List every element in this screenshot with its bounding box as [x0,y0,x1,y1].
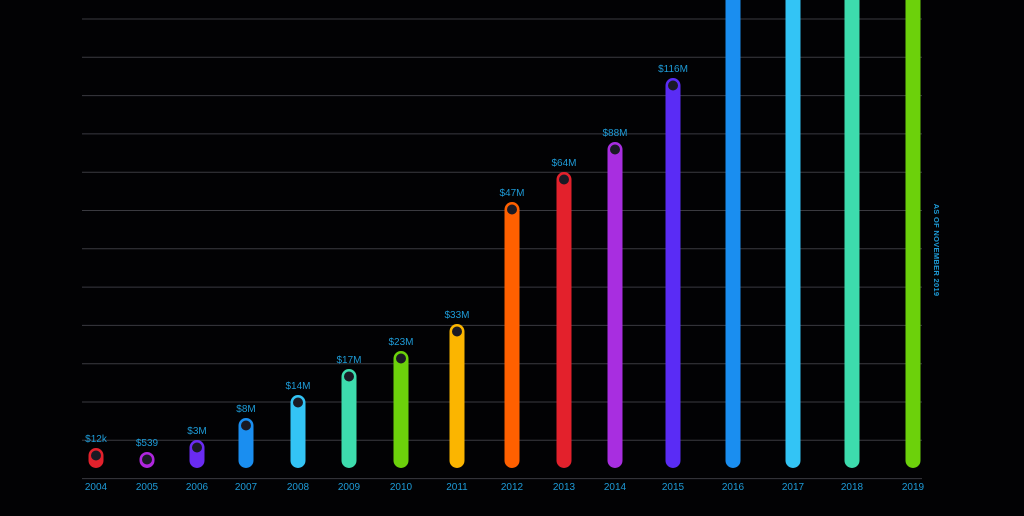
value-label-2009: $17M [336,355,361,366]
x-tick-2006: 2006 [186,482,209,493]
value-label-2008: $14M [285,381,310,392]
x-tick-2010: 2010 [390,482,413,493]
bars [88,0,921,468]
x-tick-2015: 2015 [662,482,685,493]
bar-2007 [238,418,254,468]
value-label-2010: $23M [388,337,413,348]
bar-2013 [556,172,572,468]
bar-marker-2005 [142,454,152,465]
bar-2008 [290,395,306,468]
value-label-2006: $3M [187,426,206,437]
bar-marker-2011 [452,326,462,337]
x-tick-2011: 2011 [446,482,468,493]
bar-2019 [905,0,921,468]
x-tick-2017: 2017 [782,482,805,493]
x-tick-2019: 2019 [902,482,925,493]
x-tick-2014: 2014 [604,482,627,493]
bar-marker-2010 [396,353,406,364]
value-label-2007: $8M [236,404,255,415]
bar-marker-2015 [668,80,678,91]
value-label-2012: $47M [499,188,524,199]
bar-2017 [785,0,801,468]
x-tick-2016: 2016 [722,482,745,493]
bar-2015 [665,78,681,468]
gridlines [82,18,922,480]
bar-2018 [844,0,860,468]
bar-2012 [504,202,520,468]
x-tick-2018: 2018 [841,482,864,493]
x-tick-2007: 2007 [235,482,258,493]
bar-2009 [341,369,357,468]
x-axis-ticks: 2004 2005 2006 2007 2008 2009 2010 2011 2012 2013… [85,482,925,493]
value-labels: $12k $539 $3M $8M $14M $17M $23M $33M $47M $64M $8… [85,64,688,449]
bar-marker-2008 [293,397,303,408]
bar-marker-2012 [507,204,517,215]
bar-2010 [393,351,409,468]
x-tick-2004: 2004 [85,482,108,493]
x-tick-2012: 2012 [501,482,524,493]
bar-marker-2007 [241,420,251,431]
value-label-2004: $12k [85,434,108,445]
value-label-2005: $539 [136,438,159,449]
x-tick-2005: 2005 [136,482,159,493]
bar-marker-2006 [192,442,202,453]
bar-2011 [449,324,465,468]
bar-marker-2013 [559,174,569,185]
value-label-2011: $33M [444,310,469,321]
bar-2016 [725,0,741,468]
x-tick-2013: 2013 [553,482,576,493]
value-label-2013: $64M [551,158,576,169]
bar-marker-2004 [91,450,101,461]
value-label-2014: $88M [602,128,627,139]
x-tick-2008: 2008 [287,482,310,493]
bar-marker-2009 [344,371,354,382]
x-tick-2009: 2009 [338,482,361,493]
value-label-2015: $116M [658,64,688,75]
date-annotation: AS OF NOVEMBER 2019 [932,204,941,297]
bar-marker-2014 [610,144,620,155]
bar-2014 [607,142,623,468]
